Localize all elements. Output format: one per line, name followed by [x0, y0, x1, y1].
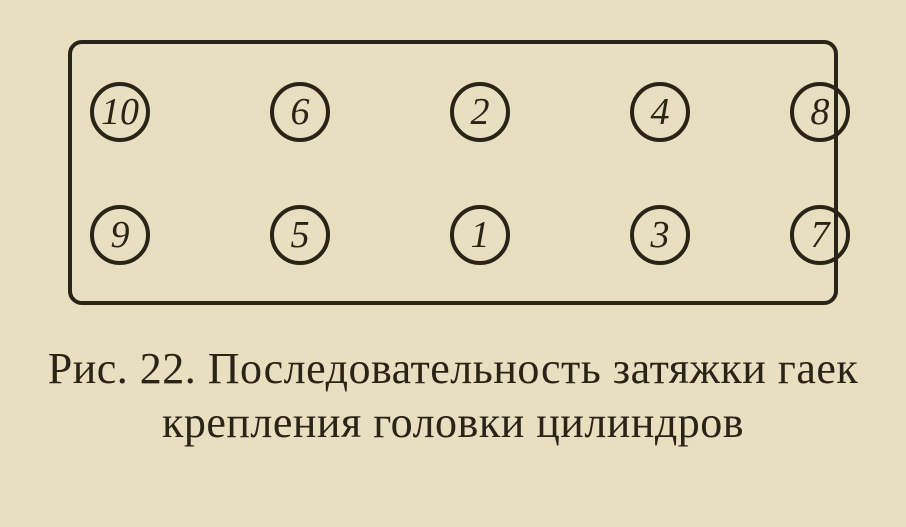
bolt-label: 5 [291, 216, 310, 254]
bolt-position-8: 8 [790, 82, 850, 142]
bolt-label: 4 [651, 93, 670, 131]
bolt-label: 7 [811, 216, 830, 254]
bolt-label: 8 [811, 93, 830, 131]
cylinder-head-outline [68, 40, 838, 305]
bolt-position-7: 7 [790, 205, 850, 265]
bolt-label: 2 [471, 93, 490, 131]
bolt-label: 10 [101, 93, 139, 131]
bolt-label: 1 [471, 216, 490, 254]
bolt-position-2: 2 [450, 82, 510, 142]
bolt-position-4: 4 [630, 82, 690, 142]
bolt-position-9: 9 [90, 205, 150, 265]
bolt-label: 6 [291, 93, 310, 131]
bolt-position-5: 5 [270, 205, 330, 265]
bolt-position-10: 10 [90, 82, 150, 142]
figure-caption: Рис. 22. Последовательность затяжки гаек… [38, 342, 868, 449]
bolt-position-1: 1 [450, 205, 510, 265]
bolt-position-6: 6 [270, 82, 330, 142]
bolt-label: 3 [651, 216, 670, 254]
bolt-position-3: 3 [630, 205, 690, 265]
bolt-sequence-diagram: 10 6 2 4 8 9 5 1 3 7 [48, 30, 858, 310]
bolt-label: 9 [111, 216, 130, 254]
